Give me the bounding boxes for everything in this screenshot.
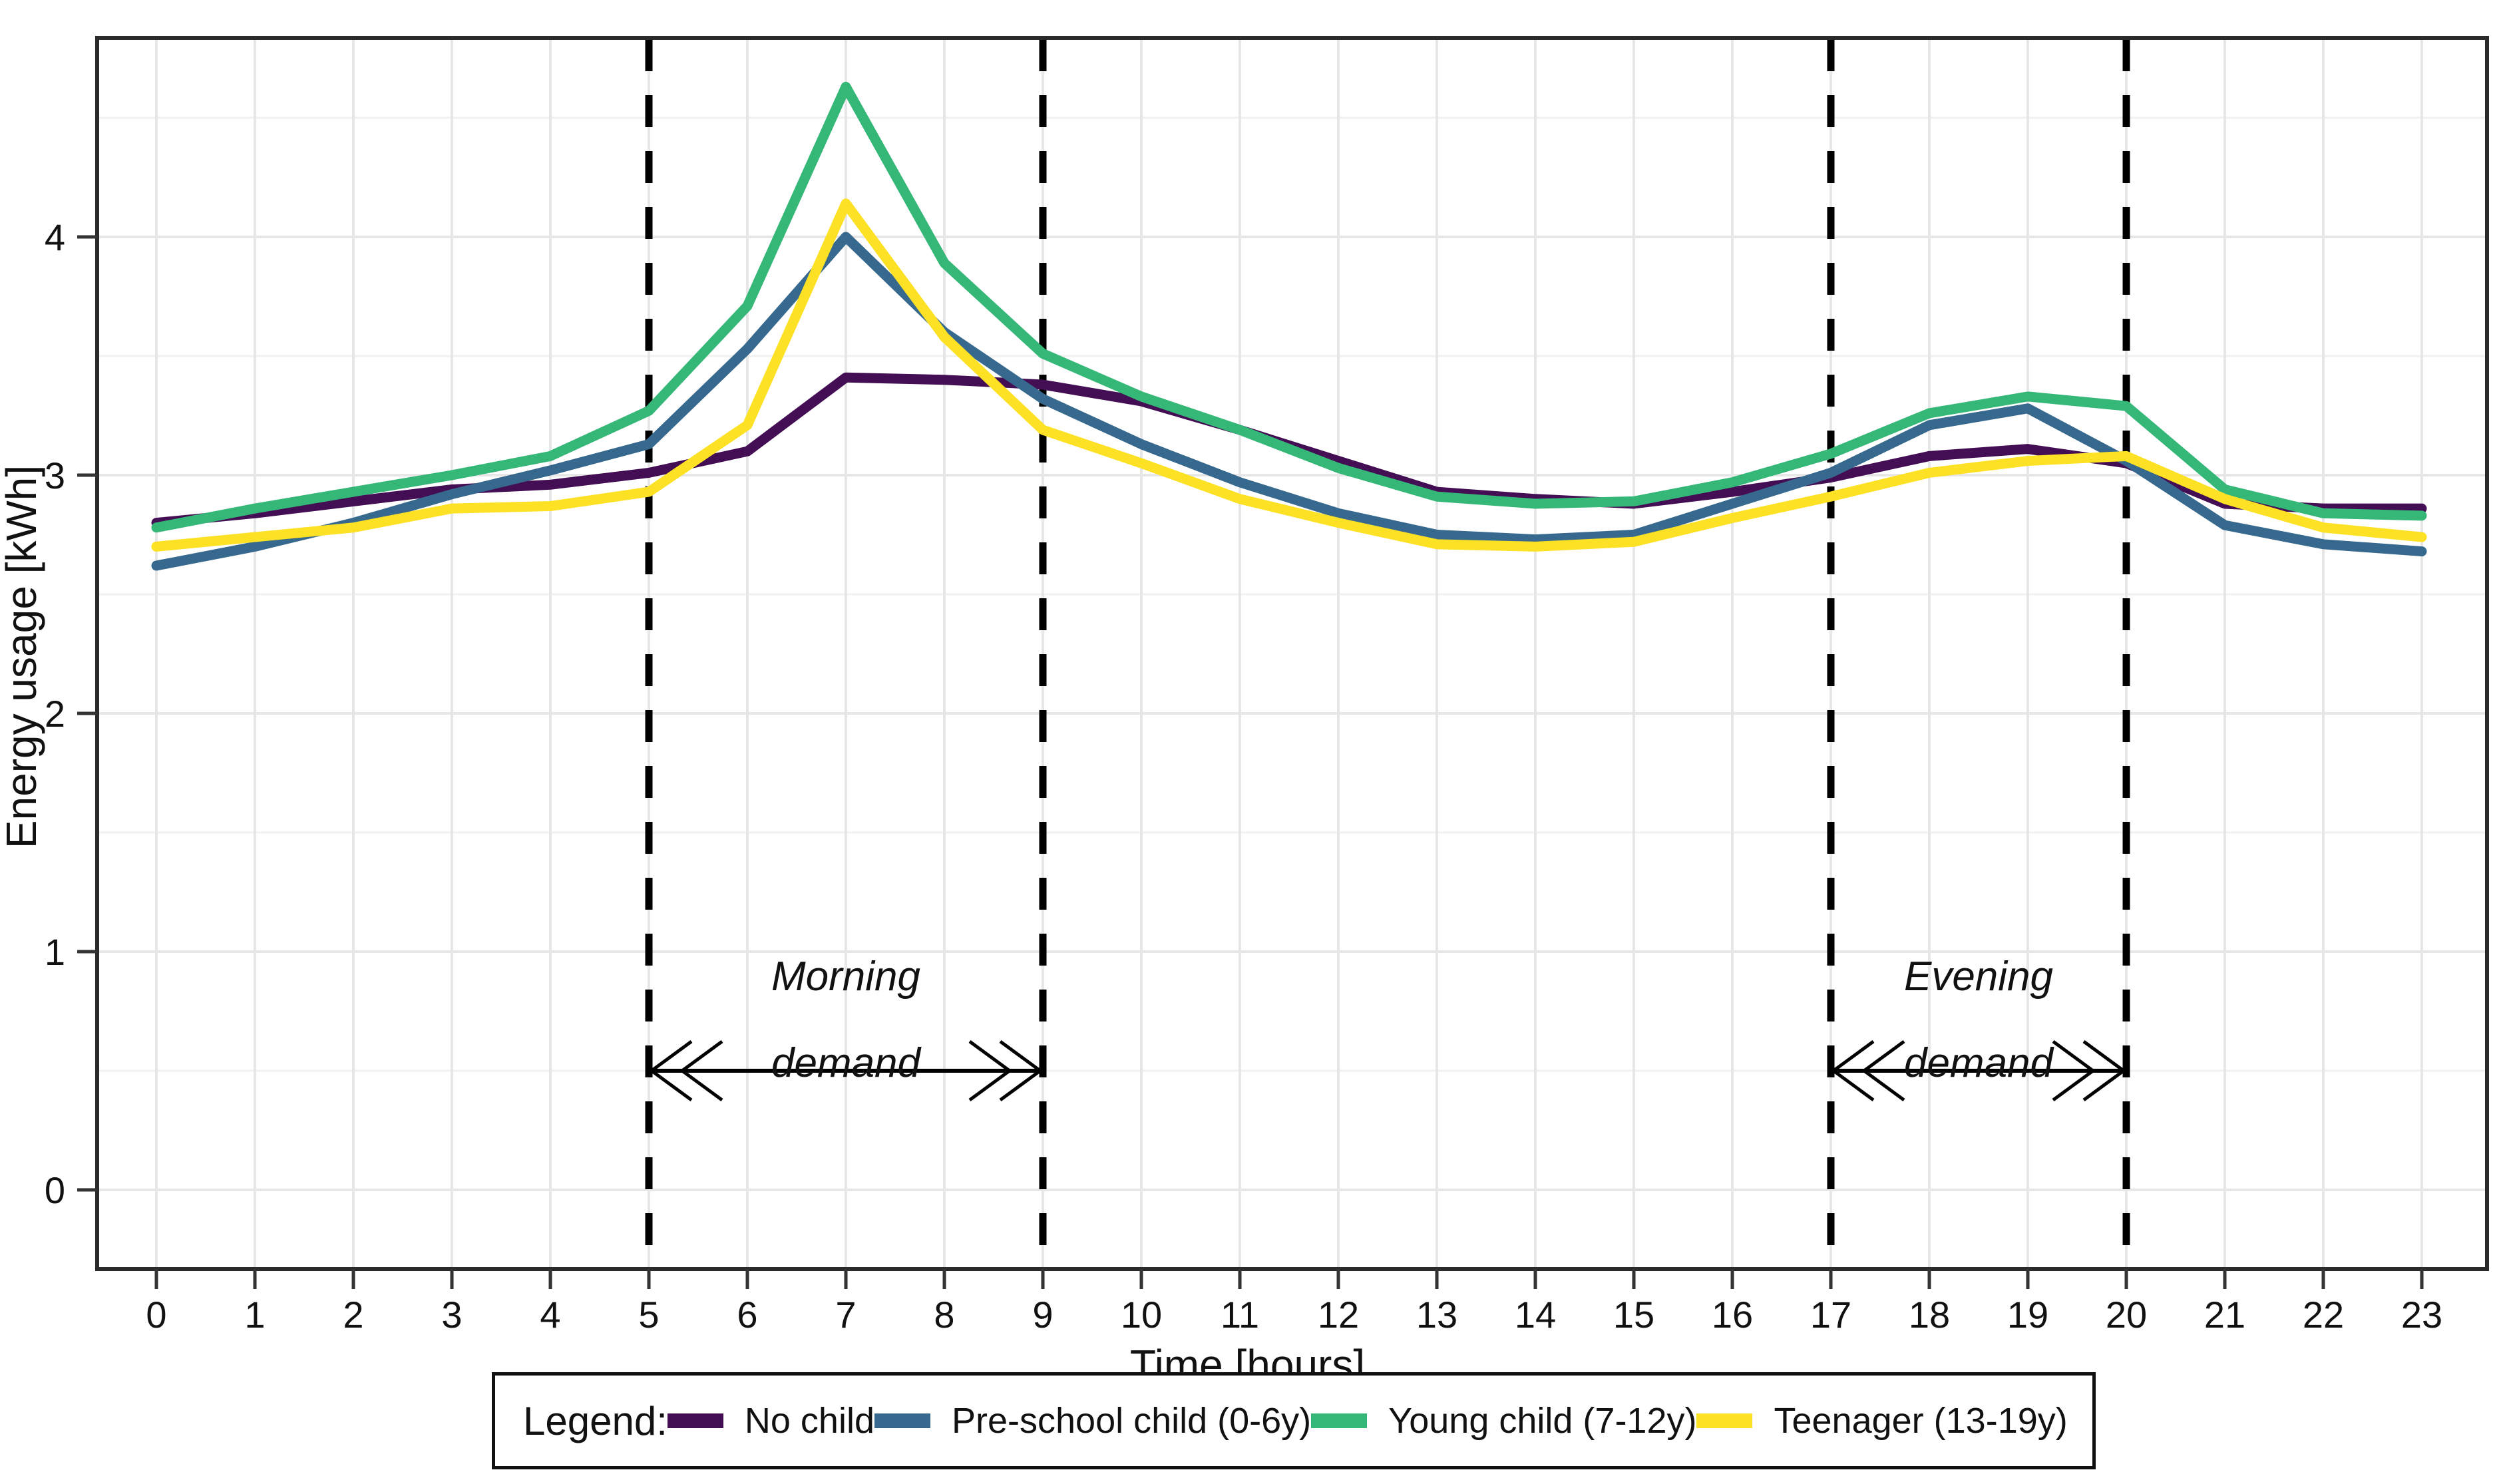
y-tick-label: 1 bbox=[45, 931, 65, 973]
evening-demand-annotation: Evening demand bbox=[1746, 954, 2211, 1087]
legend-item-label: Pre-school child (0-6y) bbox=[951, 1401, 1312, 1441]
annotation-arrowhead bbox=[999, 1039, 1044, 1102]
legend-item-young-child: Young child (7-12y) bbox=[1311, 1400, 1696, 1441]
x-tick-label: 9 bbox=[1032, 1294, 1053, 1336]
series-line-pre-school-child-0-6y bbox=[151, 232, 2427, 571]
x-tick-label: 22 bbox=[2303, 1294, 2344, 1336]
y-tick-label: 0 bbox=[45, 1169, 65, 1211]
x-tick-label: 20 bbox=[2106, 1294, 2147, 1336]
x-tick-label: 15 bbox=[1613, 1294, 1654, 1336]
legend-box: Legend: No child Pre-school child (0-6y)… bbox=[492, 1372, 2096, 1469]
x-tick-label: 16 bbox=[1712, 1294, 1753, 1336]
plot-panel bbox=[97, 38, 2487, 1269]
legend-item-label: Young child (7-12y) bbox=[1388, 1401, 1697, 1441]
annotation-arrowhead bbox=[648, 1039, 693, 1102]
x-tick-label: 10 bbox=[1121, 1294, 1162, 1336]
x-tick-label: 23 bbox=[2401, 1294, 2442, 1336]
annotation-text: demand bbox=[1903, 1040, 2054, 1086]
y-tick-label: 3 bbox=[45, 455, 65, 496]
x-tick-label: 6 bbox=[737, 1294, 757, 1336]
legend-item-label: No child bbox=[744, 1401, 874, 1441]
x-tick-label: 0 bbox=[146, 1294, 166, 1336]
x-tick-label: 2 bbox=[343, 1294, 363, 1336]
annotation-arrowhead bbox=[968, 1039, 1013, 1102]
annotation-text: Evening bbox=[1903, 954, 2054, 1000]
annotation-arrowhead bbox=[679, 1039, 723, 1102]
x-tick-label: 12 bbox=[1318, 1294, 1359, 1336]
series-line-young-child-7-12y bbox=[151, 81, 2427, 533]
x-tick-label: 4 bbox=[540, 1294, 560, 1336]
series-line-teenager-13-19y bbox=[151, 198, 2427, 552]
annotation-text: Morning bbox=[771, 954, 920, 1000]
x-tick-label: 7 bbox=[835, 1294, 856, 1336]
annotation-arrowhead bbox=[1861, 1039, 1905, 1102]
x-tick-label: 11 bbox=[1221, 1294, 1259, 1336]
legend-item-label: Teenager (13-19y) bbox=[1774, 1401, 2068, 1441]
x-tick-label: 14 bbox=[1515, 1294, 1556, 1336]
x-tick-label: 18 bbox=[1909, 1294, 1950, 1336]
teenager-swatch bbox=[1696, 1413, 1753, 1428]
annotation-arrowhead bbox=[1830, 1039, 1875, 1102]
x-tick-label: 1 bbox=[244, 1294, 265, 1336]
y-axis-title: Energy usage [kWh] bbox=[0, 464, 45, 849]
annotation-arrowhead bbox=[2052, 1039, 2096, 1102]
x-tick-label: 19 bbox=[2007, 1294, 2048, 1336]
x-tick-label: 21 bbox=[2204, 1294, 2245, 1336]
panel-border bbox=[95, 36, 2489, 1271]
x-tick-label: 8 bbox=[934, 1294, 954, 1336]
x-tick-label: 3 bbox=[441, 1294, 462, 1336]
legend-title: Legend: bbox=[523, 1398, 668, 1443]
x-tick-label: 13 bbox=[1416, 1294, 1457, 1336]
young-child-swatch bbox=[1311, 1413, 1368, 1428]
morning-demand-annotation: Morning demand bbox=[613, 954, 1079, 1087]
legend-item-pre-school: Pre-school child (0-6y) bbox=[874, 1400, 1311, 1441]
y-tick-label: 2 bbox=[45, 693, 65, 735]
pre-school-swatch bbox=[874, 1413, 930, 1428]
x-tick-label: 17 bbox=[1810, 1294, 1851, 1336]
x-tick-label: 5 bbox=[638, 1294, 659, 1336]
legend-item-teenager: Teenager (13-19y) bbox=[1696, 1400, 2068, 1441]
y-tick-label: 4 bbox=[45, 216, 65, 258]
no-child-swatch bbox=[667, 1413, 723, 1428]
legend-item-no-child: No child bbox=[667, 1400, 874, 1441]
annotation-text: demand bbox=[771, 1040, 921, 1086]
annotation-arrowhead bbox=[2082, 1039, 2127, 1102]
